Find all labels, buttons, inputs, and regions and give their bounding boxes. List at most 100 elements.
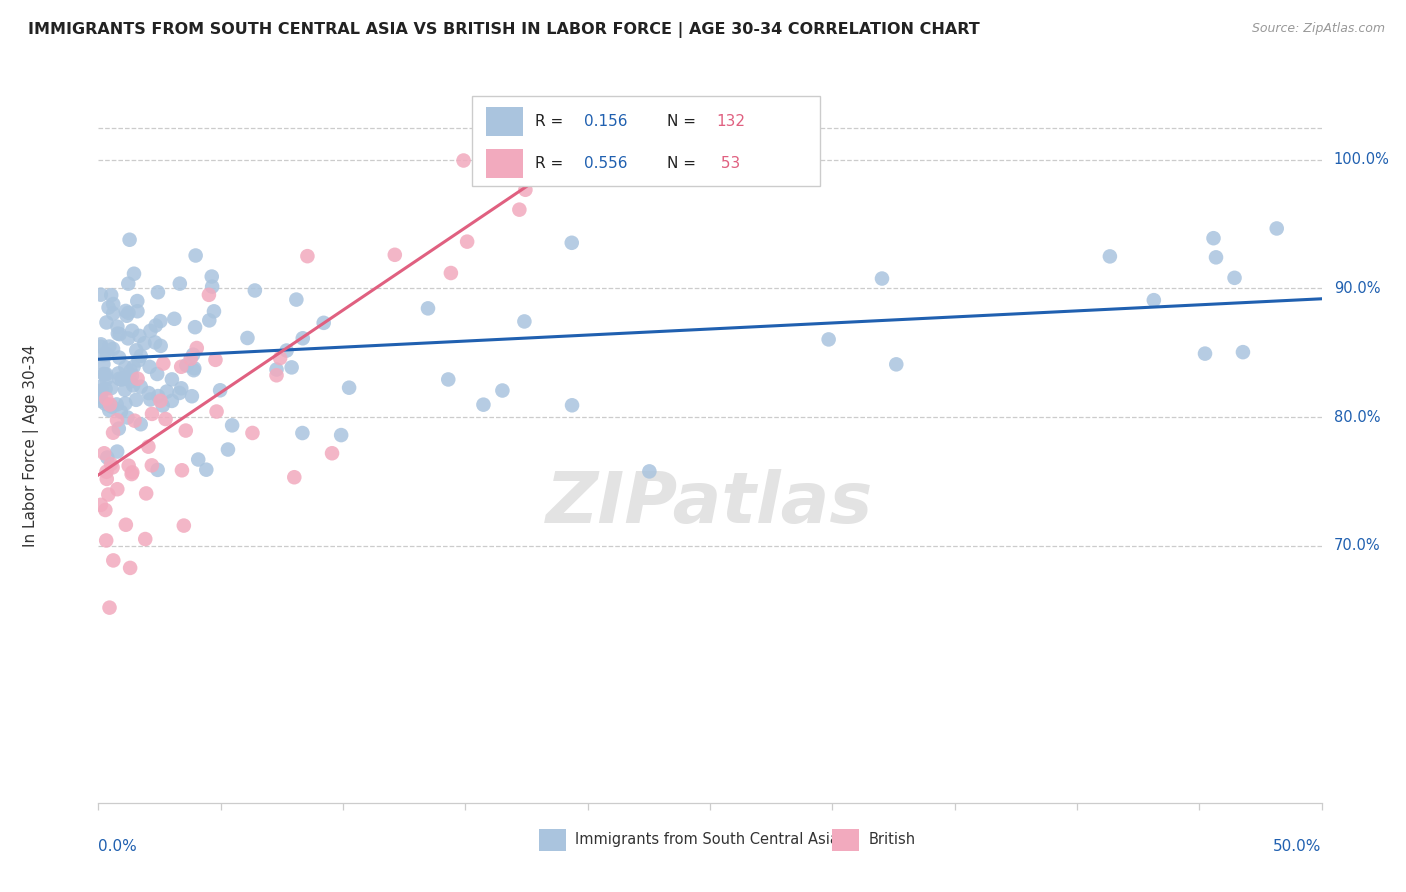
Point	[94, 382, 117, 396]
Point	[134, 532, 156, 546]
Point	[120, 561, 142, 575]
Point	[101, 400, 124, 414]
Point	[117, 410, 139, 425]
Point	[105, 397, 128, 411]
Point	[107, 367, 129, 381]
Point	[97, 487, 120, 501]
Point	[321, 446, 343, 460]
Point	[472, 398, 495, 412]
Point	[114, 396, 136, 410]
Point	[115, 309, 138, 323]
Point	[121, 324, 143, 338]
Point	[94, 397, 117, 411]
Bar	[486, 149, 523, 178]
Point	[96, 347, 118, 361]
Point	[90, 394, 112, 409]
Point	[174, 424, 197, 438]
Point	[195, 463, 218, 477]
Point	[98, 339, 121, 353]
Point	[170, 359, 193, 374]
Point	[291, 331, 314, 345]
Point	[125, 343, 148, 358]
Point	[103, 297, 125, 311]
Point	[105, 444, 128, 458]
Point	[266, 368, 288, 383]
Point	[96, 392, 118, 406]
Point	[384, 248, 406, 262]
Point	[169, 277, 191, 291]
Point	[204, 352, 226, 367]
Point	[96, 316, 118, 330]
Point	[98, 600, 121, 615]
Point	[139, 392, 162, 407]
Text: Source: ZipAtlas.com: Source: ZipAtlas.com	[1251, 22, 1385, 36]
Point	[145, 318, 167, 333]
Point	[90, 337, 112, 351]
Point	[139, 324, 162, 338]
Point	[884, 357, 907, 371]
Point	[98, 398, 121, 412]
Point	[1232, 345, 1254, 359]
Point	[170, 381, 193, 395]
Point	[456, 235, 478, 249]
Point	[276, 343, 298, 358]
Text: British: British	[869, 832, 917, 847]
Point	[96, 472, 118, 486]
Point	[209, 384, 232, 398]
Point	[135, 486, 157, 500]
Point	[638, 464, 661, 478]
Point	[120, 364, 142, 378]
Point	[127, 372, 149, 386]
Text: In Labor Force | Age 30-34: In Labor Force | Age 30-34	[22, 344, 39, 548]
Point	[184, 320, 207, 334]
Point	[541, 153, 564, 168]
Point	[186, 341, 208, 355]
Point	[242, 425, 264, 440]
Point	[117, 306, 139, 320]
Point	[1265, 221, 1288, 235]
Point	[160, 372, 183, 386]
Point	[96, 465, 118, 479]
Point	[217, 442, 239, 457]
Point	[128, 353, 150, 368]
Point	[183, 363, 205, 377]
Point	[121, 369, 143, 384]
Point	[100, 381, 122, 395]
Point	[561, 398, 583, 412]
Point	[90, 498, 112, 512]
Point	[138, 440, 160, 454]
Point	[221, 418, 243, 433]
Point	[146, 367, 169, 381]
Point	[120, 374, 142, 388]
Point	[101, 342, 124, 356]
Bar	[538, 830, 565, 851]
Point	[283, 470, 305, 484]
Point	[90, 384, 112, 398]
Point	[146, 463, 169, 477]
Point	[117, 277, 139, 291]
Point	[1223, 270, 1246, 285]
Point	[141, 458, 163, 473]
Point	[515, 183, 537, 197]
Point	[101, 425, 124, 440]
Point	[122, 359, 145, 374]
Point	[152, 357, 174, 371]
Point	[440, 266, 463, 280]
Point	[100, 288, 122, 302]
Point	[93, 357, 115, 371]
Point	[163, 311, 186, 326]
Point	[127, 294, 149, 309]
Point	[121, 467, 143, 481]
FancyBboxPatch shape	[471, 96, 820, 186]
Point	[198, 288, 221, 302]
Point	[101, 460, 124, 475]
Point	[1098, 249, 1121, 263]
Point	[169, 386, 191, 401]
Bar	[832, 830, 859, 851]
Point	[1194, 346, 1216, 360]
Point	[110, 405, 132, 419]
Point	[187, 452, 209, 467]
Point	[160, 393, 183, 408]
Text: Immigrants from South Central Asia: Immigrants from South Central Asia	[575, 832, 839, 847]
Point	[114, 304, 136, 318]
